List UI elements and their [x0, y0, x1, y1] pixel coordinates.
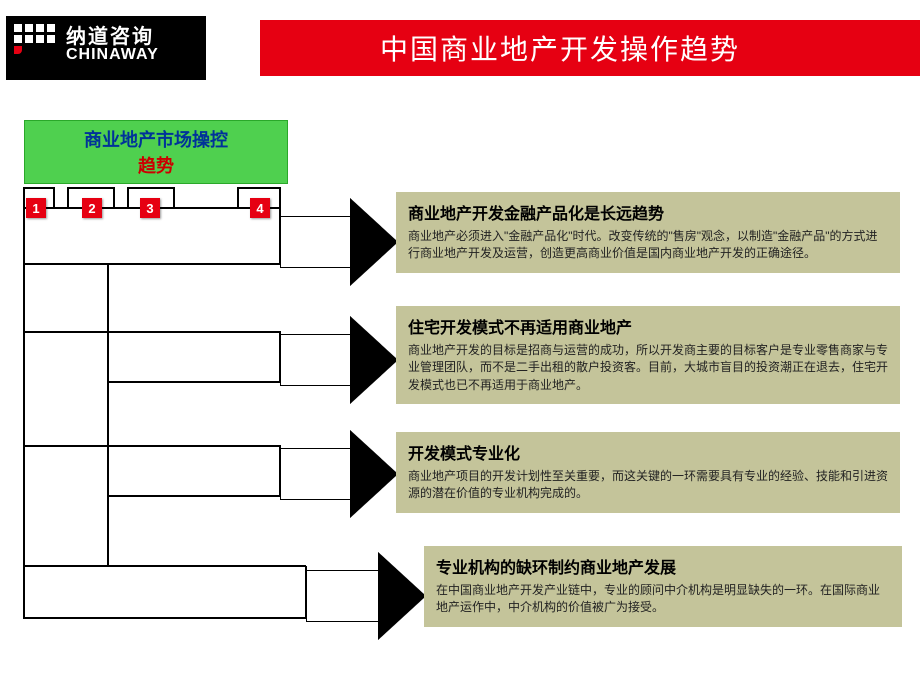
- info-body-4: 在中国商业地产开发产业链中，专业的顾问中介机构是明显缺失的一环。在国际商业地产运…: [436, 582, 890, 617]
- info-title-3: 开发模式专业化: [408, 440, 888, 464]
- info-box-4: 专业机构的缺环制约商业地产发展 在中国商业地产开发产业链中，专业的顾问中介机构是…: [424, 546, 902, 627]
- arrow-head-1: [352, 200, 398, 284]
- info-body-2: 商业地产开发的目标是招商与运营的成功，所以开发商主要的目标客户是专业零售商家与专…: [408, 342, 888, 394]
- arrow-shaft-3: [280, 448, 352, 500]
- info-body-1: 商业地产必须进入"金融产品化"时代。改变传统的"售房"观念，以制造"金融产品"的…: [408, 228, 888, 263]
- logo-block: 纳道咨询 CHINAWAY: [6, 16, 206, 80]
- badge-2: 2: [82, 198, 102, 218]
- green-box-line1: 商业地产市场操控: [84, 126, 228, 152]
- info-box-2: 住宅开发模式不再适用商业地产 商业地产开发的目标是招商与运营的成功，所以开发商主…: [396, 306, 900, 404]
- info-title-1: 商业地产开发金融产品化是长远趋势: [408, 200, 888, 224]
- badge-4: 4: [250, 198, 270, 218]
- info-body-3: 商业地产项目的开发计划性至关重要，而这关键的一环需要具有专业的经验、技能和引进资…: [408, 468, 888, 503]
- logo-dots-icon: [14, 24, 62, 54]
- logo-subtext: CHINAWAY: [66, 46, 159, 64]
- badge-1: 1: [26, 198, 46, 218]
- info-title-4: 专业机构的缺环制约商业地产发展: [436, 554, 890, 578]
- green-header-box: 商业地产市场操控 趋势: [24, 120, 288, 184]
- arrow-shaft-4: [306, 570, 380, 622]
- green-box-line2: 趋势: [138, 152, 174, 178]
- arrow-shaft-1: [280, 216, 352, 268]
- info-box-1: 商业地产开发金融产品化是长远趋势 商业地产必须进入"金融产品化"时代。改变传统的…: [396, 192, 900, 273]
- title-bar: 中国商业地产开发操作趋势: [260, 20, 920, 76]
- speech-bubble-icon: [208, 12, 268, 72]
- info-box-3: 开发模式专业化 商业地产项目的开发计划性至关重要，而这关键的一环需要具有专业的经…: [396, 432, 900, 513]
- page-title: 中国商业地产开发操作趋势: [380, 28, 740, 68]
- info-title-2: 住宅开发模式不再适用商业地产: [408, 314, 888, 338]
- badge-3: 3: [140, 198, 160, 218]
- header: 纳道咨询 CHINAWAY 中国商业地产开发操作趋势: [0, 18, 920, 78]
- arrow-shaft-2: [280, 334, 352, 386]
- arrow-head-3: [352, 432, 398, 516]
- logo-text: 纳道咨询: [66, 20, 154, 49]
- arrow-head-2: [352, 318, 398, 402]
- arrow-head-4: [380, 554, 426, 638]
